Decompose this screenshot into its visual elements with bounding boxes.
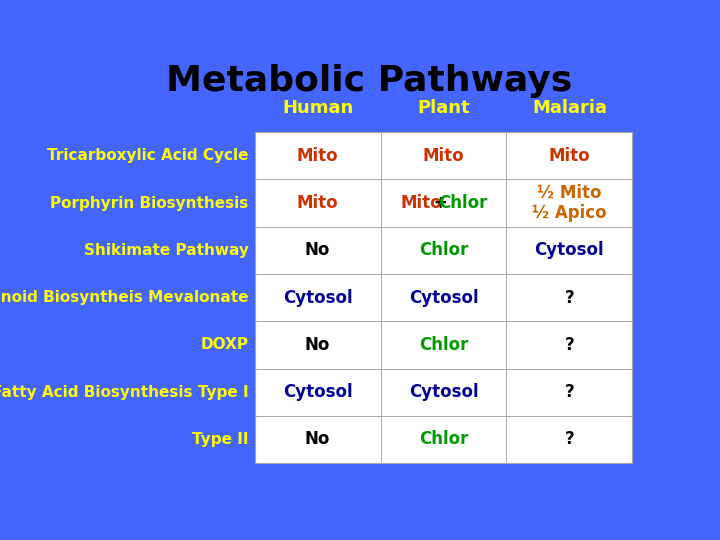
- Text: Isoprenoid Biosyntheis Mevalonate: Isoprenoid Biosyntheis Mevalonate: [0, 290, 248, 305]
- Text: Chlor: Chlor: [419, 336, 468, 354]
- Text: Mito: Mito: [297, 194, 338, 212]
- Text: Chlor: Chlor: [438, 194, 487, 212]
- Text: Porphyrin Biosynthesis: Porphyrin Biosynthesis: [50, 195, 248, 211]
- Text: ?: ?: [564, 430, 575, 449]
- Text: Chlor: Chlor: [419, 430, 468, 449]
- Text: Mito: Mito: [400, 194, 442, 212]
- Text: Cytosol: Cytosol: [409, 383, 478, 401]
- Text: Tricarboxylic Acid Cycle: Tricarboxylic Acid Cycle: [47, 148, 248, 163]
- Text: ?: ?: [564, 383, 575, 401]
- Text: ?: ?: [564, 336, 575, 354]
- Text: Cytosol: Cytosol: [409, 289, 478, 307]
- Text: Cytosol: Cytosol: [283, 289, 352, 307]
- Text: Cytosol: Cytosol: [283, 383, 352, 401]
- Text: No: No: [305, 430, 330, 449]
- Text: Mito: Mito: [297, 147, 338, 165]
- Text: Mito: Mito: [549, 147, 590, 165]
- Text: Cytosol: Cytosol: [535, 241, 604, 259]
- Text: ?: ?: [564, 289, 575, 307]
- Text: Mito: Mito: [423, 147, 464, 165]
- Text: Metabolic Pathways: Metabolic Pathways: [166, 64, 572, 98]
- Text: +: +: [428, 194, 454, 212]
- Text: Human: Human: [282, 99, 354, 118]
- Text: Chlor: Chlor: [419, 241, 468, 259]
- Text: Malaria: Malaria: [532, 99, 607, 118]
- Text: Fatty Acid Biosynthesis Type I: Fatty Acid Biosynthesis Type I: [0, 384, 248, 400]
- Text: No: No: [305, 241, 330, 259]
- Text: DOXP: DOXP: [200, 338, 248, 353]
- Text: No: No: [305, 336, 330, 354]
- Text: Type II: Type II: [192, 432, 248, 447]
- Text: Shikimate Pathway: Shikimate Pathway: [84, 243, 248, 258]
- Text: Plant: Plant: [417, 99, 470, 118]
- FancyBboxPatch shape: [255, 132, 632, 463]
- Text: ½ Mito
½ Apico: ½ Mito ½ Apico: [532, 184, 607, 222]
